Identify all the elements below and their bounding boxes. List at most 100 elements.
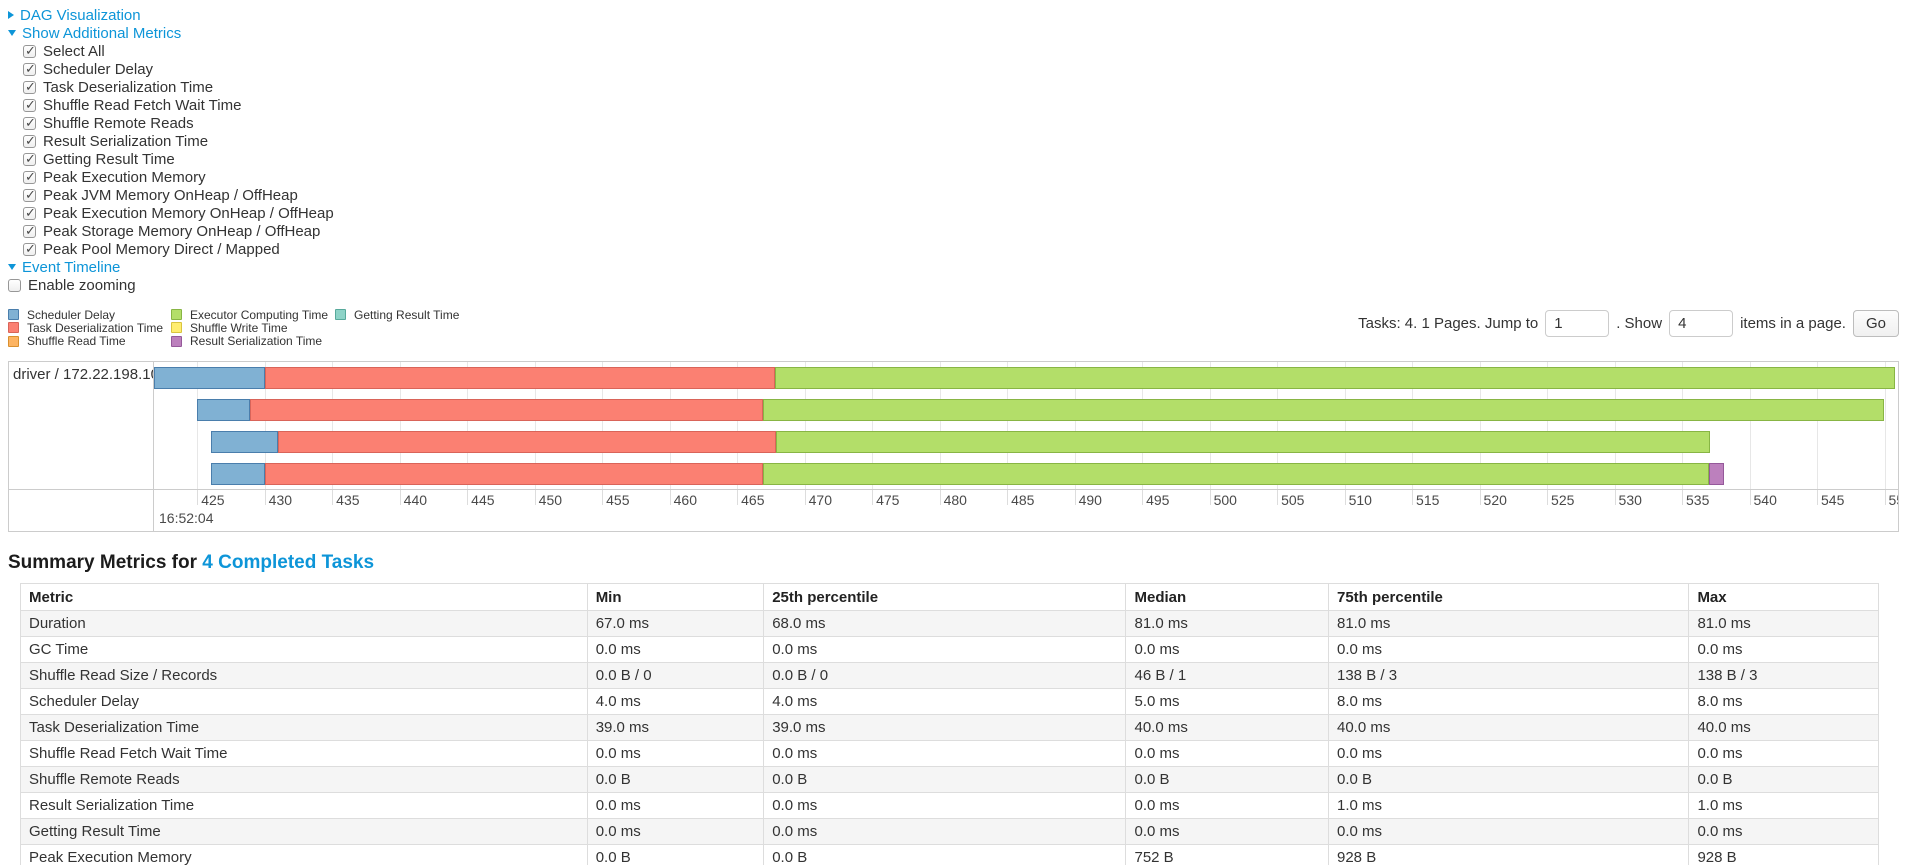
event-timeline-link[interactable]: Event Timeline — [22, 258, 121, 276]
metric-checkbox-item[interactable]: Task Deserialization Time — [23, 78, 1899, 96]
axis-tick — [399, 490, 401, 505]
metric-checkbox-item[interactable]: Peak Execution Memory OnHeap / OffHeap — [23, 204, 1899, 222]
timeline-plot-area — [153, 362, 1898, 489]
metric-value-cell: 0.0 ms — [586, 792, 765, 819]
checkbox-checked-icon[interactable] — [23, 79, 36, 95]
metric-value-cell: 0.0 ms — [1125, 818, 1329, 845]
gridline — [1749, 362, 1751, 489]
metric-value-cell: 0.0 ms — [1125, 792, 1329, 819]
checkbox-checked-icon[interactable] — [23, 43, 36, 59]
axis-tick-label: 540 — [1753, 492, 1777, 508]
table-header-cell: Median — [1125, 583, 1329, 611]
axis-tick — [804, 490, 806, 505]
event-timeline-toggle[interactable]: Event Timeline — [8, 258, 1899, 276]
checkbox-checked-icon[interactable] — [23, 205, 36, 221]
table-header-cell: Max — [1688, 583, 1879, 611]
table-row: Task Deserialization Time 39.0 ms 39.0 ms 4… — [20, 714, 1879, 741]
metric-checkbox-item[interactable]: Peak Pool Memory Direct / Mapped — [23, 240, 1899, 258]
metric-value-cell: 39.0 ms — [763, 714, 1127, 741]
task-segment-executor_computing[interactable] — [762, 399, 1885, 421]
task-segment-executor_computing[interactable] — [762, 463, 1709, 485]
checkbox-checked-icon[interactable] — [23, 151, 36, 167]
dag-visualization-link[interactable]: DAG Visualization — [20, 6, 141, 24]
checkbox-checked-icon[interactable] — [23, 61, 36, 77]
task-segment-task_deserialization[interactable] — [264, 463, 763, 485]
legend-column: Getting Result Time — [335, 308, 459, 348]
axis-tick-label: 520 — [1483, 492, 1507, 508]
axis-tick-label: 430 — [268, 492, 293, 508]
metric-checkbox-label: Result Serialization Time — [43, 132, 209, 150]
legend-column: Scheduler Delay Task Deserialization Time… — [8, 308, 171, 348]
metric-checkbox-item[interactable]: Select All — [23, 42, 1899, 60]
metric-checkbox-item[interactable]: Getting Result Time — [23, 150, 1899, 168]
checkbox-checked-icon[interactable] — [23, 115, 36, 131]
checkbox-checked-icon[interactable] — [23, 133, 36, 149]
enable-zooming-checkbox[interactable] — [8, 278, 21, 292]
summary-heading-prefix: Summary Metrics for — [8, 552, 203, 573]
enable-zooming-row[interactable]: Enable zooming — [8, 276, 1899, 294]
metric-checkbox-label: Getting Result Time — [43, 150, 175, 168]
timeline-axis: 16:52:04 425 430 435 440 445 450 455 460 465 470 4… — [9, 489, 1898, 531]
task-segment-task_deserialization[interactable] — [249, 399, 763, 421]
task-segment-scheduler_delay[interactable] — [154, 367, 265, 389]
axis-tick-label: 445 — [471, 492, 495, 508]
show-additional-metrics-link[interactable]: Show Additional Metrics — [22, 24, 182, 42]
task-segment-scheduler_delay[interactable] — [197, 399, 250, 421]
axis-tick — [467, 490, 469, 505]
metric-checkbox-item[interactable]: Peak Storage Memory OnHeap / OffHeap — [23, 222, 1899, 240]
legend-label: Executor Computing Time — [190, 307, 329, 322]
axis-tick-label: 455 — [606, 492, 630, 508]
checkbox-checked-icon[interactable] — [23, 97, 36, 113]
metric-checkbox-item[interactable]: Peak JVM Memory OnHeap / OffHeap — [23, 186, 1899, 204]
gridline — [804, 362, 806, 489]
task-segment-task_deserialization[interactable] — [278, 431, 777, 453]
axis-tick-label: 535 — [1686, 492, 1710, 508]
metric-checkbox-item[interactable]: Shuffle Read Fetch Wait Time — [23, 96, 1899, 114]
axis-tick — [602, 490, 604, 505]
axis-tick-label: 545 — [1821, 492, 1845, 508]
checkbox-checked-icon[interactable] — [23, 187, 36, 203]
show-additional-metrics-toggle[interactable]: Show Additional Metrics — [8, 24, 1899, 42]
dag-visualization-toggle[interactable]: DAG Visualization — [8, 6, 1899, 24]
expanded-arrow-icon — [8, 264, 16, 270]
table-row: Shuffle Remote Reads 0.0 B 0.0 B 0.0 B 0.0 B… — [20, 766, 1879, 793]
metric-value-cell: 0.0 B — [763, 766, 1127, 793]
axis-tick-label: 465 — [741, 492, 765, 508]
gridline — [1209, 362, 1211, 489]
metric-checkbox-label: Shuffle Remote Reads — [43, 114, 194, 132]
jump-to-page-input[interactable] — [1545, 310, 1610, 337]
metric-checkbox-item[interactable]: Peak Execution Memory — [23, 168, 1899, 186]
metric-checkbox-item[interactable]: Scheduler Delay — [23, 60, 1899, 78]
metric-value-cell: 0.0 B — [1327, 766, 1690, 793]
metric-checkbox-item[interactable]: Result Serialization Time — [23, 132, 1899, 150]
metric-value-cell: 0.0 ms — [763, 636, 1127, 663]
metric-value-cell: 4.0 ms — [763, 688, 1127, 715]
go-button[interactable]: Go — [1852, 310, 1899, 337]
gridline — [1344, 362, 1346, 489]
axis-tick-label: 530 — [1618, 492, 1642, 508]
task-segment-scheduler_delay[interactable] — [210, 463, 265, 485]
completed-tasks-link[interactable]: 4 Completed Tasks — [202, 552, 375, 573]
metric-value-cell: 928 B — [1688, 844, 1879, 865]
checkbox-checked-icon[interactable] — [23, 223, 36, 239]
task-segment-executor_computing[interactable] — [776, 431, 1711, 453]
gridline — [1074, 362, 1076, 489]
axis-tick-label: 450 — [538, 492, 563, 508]
task-segment-scheduler_delay[interactable] — [210, 431, 279, 453]
task-segment-executor_computing[interactable] — [774, 367, 1896, 389]
metric-checkbox-item[interactable]: Shuffle Remote Reads — [23, 114, 1899, 132]
axis-tick — [1682, 490, 1684, 505]
axis-tick — [534, 490, 536, 505]
task-segment-task_deserialization[interactable] — [264, 367, 775, 389]
axis-tick — [197, 490, 199, 505]
checkbox-checked-icon[interactable] — [23, 169, 36, 185]
items-per-page-input[interactable] — [1669, 310, 1734, 337]
result_serialization-swatch-icon — [171, 335, 182, 347]
pagination-tail-text: items in a page. — [1740, 315, 1846, 332]
task-segment-result_serialization[interactable] — [1709, 463, 1724, 485]
checkbox-checked-icon[interactable] — [23, 241, 36, 257]
metric-name-cell: Scheduler Delay — [20, 688, 588, 715]
metric-value-cell: 0.0 B / 0 — [763, 662, 1127, 689]
metric-name-cell: GC Time — [20, 636, 588, 663]
metric-name-cell: Task Deserialization Time — [20, 714, 588, 741]
